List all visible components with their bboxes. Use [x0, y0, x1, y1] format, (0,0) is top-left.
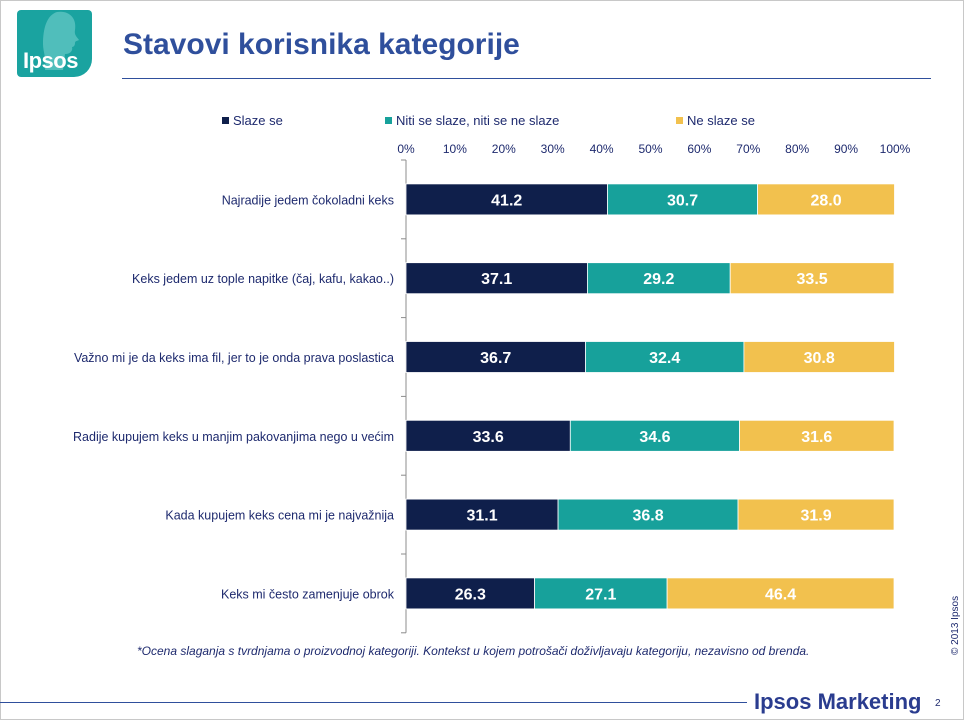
data-label: 27.1	[585, 586, 616, 603]
data-label: 26.3	[455, 586, 486, 603]
data-label: 30.8	[804, 350, 835, 367]
data-label: 30.7	[667, 192, 698, 209]
copyright-text: © 2013 Ipsos	[950, 595, 961, 655]
x-tick-label: 100%	[880, 142, 911, 156]
category-label: Kada kupujem keks cena mi je najvažnija	[165, 509, 394, 523]
x-tick-label: 70%	[736, 142, 760, 156]
data-label: 31.9	[800, 508, 831, 525]
category-label: Keks jedem uz tople napitke (čaj, kafu, …	[132, 272, 394, 286]
bar-segment	[743, 341, 895, 373]
data-label: 31.6	[801, 429, 832, 446]
data-label: 31.1	[466, 508, 497, 525]
title-divider	[122, 78, 931, 79]
ipsos-logo: Ipsos	[17, 10, 92, 77]
x-tick-label: 80%	[785, 142, 809, 156]
bar-segment	[737, 498, 895, 531]
bar-segment	[666, 577, 895, 610]
data-label: 29.2	[643, 271, 674, 288]
category-label: Važno mi je da keks ima fil, jer to je o…	[74, 351, 394, 365]
bar-segment	[405, 183, 608, 216]
legend-item-disagree: Ne slaze se	[676, 113, 755, 128]
legend-label-agree: Slaze se	[233, 113, 283, 128]
x-tick-label: 90%	[834, 142, 858, 156]
x-tick-label: 0%	[397, 142, 415, 156]
bar-segment	[729, 262, 895, 295]
data-label: 46.4	[765, 586, 796, 603]
legend-label-disagree: Ne slaze se	[687, 113, 755, 128]
bar-segment	[757, 183, 895, 216]
x-tick-label: 30%	[541, 142, 565, 156]
bar-segment	[739, 419, 895, 452]
x-tick-label: 60%	[687, 142, 711, 156]
bar-segment	[405, 419, 571, 452]
logo-text: Ipsos	[23, 48, 78, 73]
data-label: 28.0	[810, 192, 841, 209]
data-label: 33.6	[473, 429, 504, 446]
legend-swatch-neutral	[385, 117, 392, 124]
bar-segment	[585, 341, 745, 373]
category-label: Keks mi često zamenjuje obrok	[221, 587, 395, 601]
category-label: Najradije jedem čokoladni keks	[222, 193, 394, 207]
data-label: 36.7	[480, 350, 511, 367]
bar-segment	[405, 498, 559, 531]
bar-segment	[569, 419, 740, 452]
bar-segment	[534, 577, 668, 610]
x-tick-label: 50%	[638, 142, 662, 156]
data-label: 33.5	[797, 271, 828, 288]
bar-segment	[607, 183, 758, 216]
page-title: Stavovi korisnika kategorije	[123, 28, 520, 61]
footer-divider	[0, 702, 747, 703]
legend-label-neutral: Niti se slaze, niti se ne slaze	[396, 113, 560, 128]
footnote: *Ocena slaganja s tvrdnjama o proizvodno…	[137, 644, 810, 658]
bar-segment	[405, 262, 588, 295]
x-tick-label: 10%	[443, 142, 467, 156]
legend-item-agree: Slaze se	[222, 113, 283, 128]
data-label: 32.4	[649, 350, 680, 367]
legend-swatch-agree	[222, 117, 229, 124]
data-label: 36.8	[632, 508, 663, 525]
x-tick-label: 20%	[492, 142, 516, 156]
bar-segment	[405, 577, 536, 610]
bar-segment	[405, 341, 586, 373]
data-label: 37.1	[481, 271, 512, 288]
data-label: 34.6	[639, 429, 670, 446]
data-label: 41.2	[491, 192, 522, 209]
legend-swatch-disagree	[676, 117, 683, 124]
head-silhouette-icon	[43, 11, 79, 71]
category-label: Radije kupujem keks u manjim pakovanjima…	[73, 430, 394, 444]
brand-name: Ipsos Marketing	[754, 689, 922, 714]
page-number: 2	[935, 698, 941, 709]
bar-segment	[557, 498, 739, 531]
legend-item-neutral: Niti se slaze, niti se ne slaze	[385, 113, 559, 128]
x-tick-label: 40%	[590, 142, 614, 156]
chart-legend: Slaze se Niti se slaze, niti se ne slaze…	[0, 113, 964, 129]
